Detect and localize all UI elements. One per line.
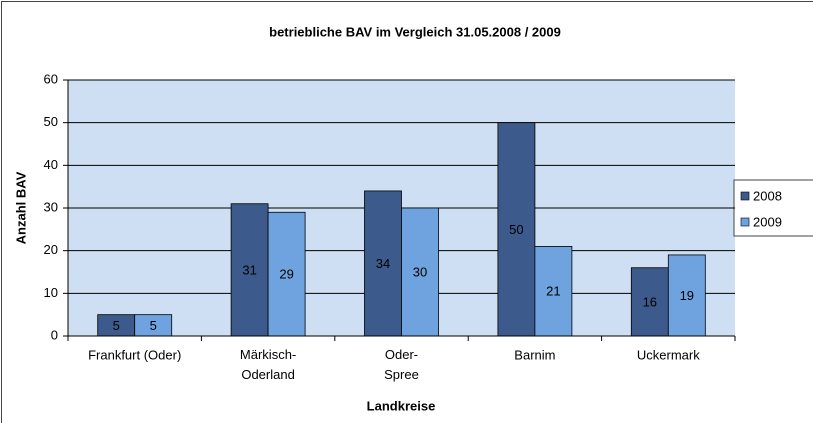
legend-box (733, 179, 813, 237)
data-label: 50 (509, 222, 523, 237)
bar (267, 211, 306, 337)
y-tick-label: 50 (44, 114, 58, 129)
y-tick-label: 30 (44, 199, 58, 214)
legend-swatch (740, 217, 750, 227)
x-tick-label: Uckermark (637, 347, 700, 362)
legend-swatch (740, 191, 750, 201)
y-tick-label: 60 (44, 71, 58, 86)
x-axis-label: Landkreise (367, 398, 436, 413)
y-axis-label: Anzahl BAV (13, 171, 28, 244)
data-label: 29 (279, 267, 293, 282)
bar (401, 207, 439, 337)
x-tick-label: Barnim (514, 347, 555, 362)
data-label: 21 (546, 284, 560, 299)
data-label: 34 (376, 256, 390, 271)
bar (667, 254, 706, 337)
x-tick-label: Oder-Spree (384, 347, 419, 382)
bar (497, 122, 536, 337)
legend-label: 2009 (753, 214, 782, 229)
legend-label: 2008 (753, 188, 782, 203)
x-tick-label: Frankfurt (Oder) (88, 347, 181, 362)
data-label: 19 (680, 288, 694, 303)
data-label: 5 (150, 318, 157, 333)
y-tick-label: 40 (44, 157, 58, 172)
y-tick-label: 20 (44, 242, 58, 257)
data-label: 30 (413, 264, 427, 279)
data-label: 5 (113, 318, 120, 333)
x-tick-label: Märkisch-Oderland (240, 347, 296, 382)
data-label: 16 (643, 294, 657, 309)
y-tick-label: 0 (51, 327, 58, 342)
chart-title: betriebliche BAV im Vergleich 31.05.2008… (269, 24, 561, 39)
y-tick-label: 10 (44, 285, 58, 300)
bar (364, 190, 402, 337)
data-label: 31 (242, 262, 256, 277)
bar (230, 203, 269, 337)
